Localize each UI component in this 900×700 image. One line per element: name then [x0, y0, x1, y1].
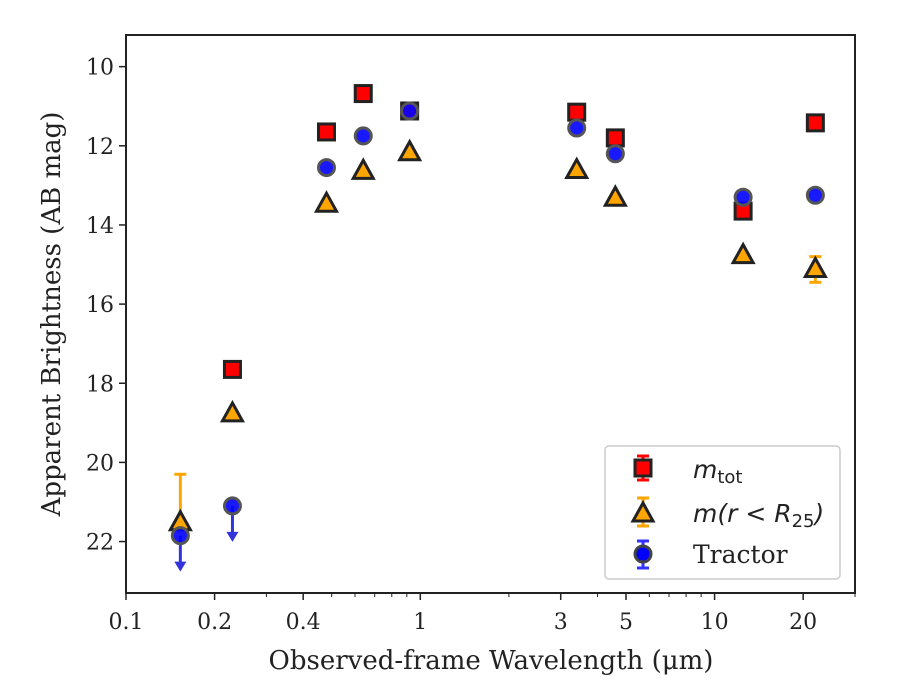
tractor-point: [353, 126, 373, 146]
mtot-point: [605, 128, 625, 148]
x-tick-label: 3: [554, 610, 568, 635]
x-tick-label: 0.4: [286, 610, 321, 635]
legend-mtot-label: mtot: [693, 455, 743, 488]
x-tick-label: 0.2: [197, 610, 232, 635]
mtot-point: [567, 102, 587, 122]
mr25-point: [397, 138, 423, 162]
upper-limit-arrowhead: [226, 531, 239, 542]
mtot-point: [316, 122, 336, 142]
legend-tractor-label: Tractor: [693, 540, 788, 569]
legend-mr25-marker: [630, 499, 656, 523]
y-tick-label: 10: [86, 56, 114, 81]
y-tick-label: 16: [86, 293, 114, 318]
mr25-point: [219, 399, 246, 423]
legend-item-tractor: Tractor: [633, 539, 788, 570]
upper-limit-arrowhead: [174, 561, 187, 572]
x-axis-title: Observed-frame Wavelength (μm): [269, 646, 714, 676]
tractor-point: [222, 496, 242, 516]
mtot-point: [222, 359, 242, 379]
legend-mr25-label: m(r < R25): [693, 499, 824, 532]
legend-tractor-marker: [633, 544, 653, 564]
legend: mtot m(r < R25) Tractor: [604, 445, 841, 580]
mr25-point: [313, 190, 340, 213]
legend-item-mtot: mtot: [633, 454, 743, 488]
mtot-point: [353, 84, 373, 104]
plot-frame: [125, 34, 856, 594]
mtot-point: [805, 113, 825, 133]
mr25-point: [350, 157, 376, 180]
tractor-point: [400, 101, 420, 121]
legend-box: [604, 445, 841, 580]
x-tick-label: 1: [413, 610, 427, 635]
y-tick-label: 14: [86, 214, 114, 239]
x-tick-label: 5: [619, 610, 633, 635]
y-tick-label: 22: [86, 531, 114, 556]
legend-mtot-marker: [633, 458, 653, 478]
mr25-point: [802, 255, 828, 278]
y-axis-title: Apparent Brightness (AB mag): [37, 112, 67, 518]
tractor-point: [733, 187, 753, 207]
mr25-point: [564, 156, 590, 180]
tractor-point: [805, 185, 825, 205]
tractor-point: [170, 526, 190, 546]
y-tick-label: 12: [86, 135, 114, 160]
tractor-point: [567, 118, 587, 138]
tractor-point: [605, 144, 625, 164]
x-tick-label: 20: [789, 610, 817, 635]
y-tick-label: 18: [86, 372, 114, 397]
mr25-point: [602, 184, 628, 207]
mr25-point: [730, 241, 756, 265]
y-tick-label: 20: [86, 451, 114, 476]
legend-item-mr25: m(r < R25): [630, 496, 824, 532]
x-tick-label: 10: [701, 610, 729, 635]
tractor-point: [316, 158, 336, 178]
x-tick-label: 0.1: [109, 610, 144, 635]
